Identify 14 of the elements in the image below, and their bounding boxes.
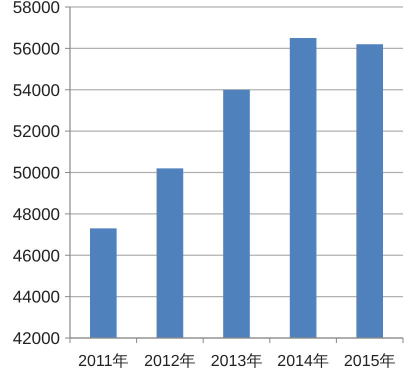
y-tick-label: 52000 — [12, 122, 60, 142]
x-tick-label: 2014年 — [277, 353, 329, 370]
x-tick-label: 2015年 — [344, 353, 396, 370]
y-tick-label: 50000 — [12, 164, 60, 182]
y-tick-label: 56000 — [12, 39, 60, 58]
y-tick-label: 46000 — [12, 246, 60, 266]
y-tick-label: 54000 — [12, 80, 60, 100]
y-tick-label: 42000 — [12, 329, 60, 348]
x-tick-label: 2012年 — [144, 353, 196, 370]
x-tick-label: 2011年 — [78, 353, 129, 370]
y-tick-label: 58000 — [12, 0, 60, 17]
y-tick-label: 44000 — [12, 288, 60, 307]
y-tick-label: 48000 — [12, 204, 60, 224]
x-tick-label: 2013年 — [210, 353, 262, 370]
